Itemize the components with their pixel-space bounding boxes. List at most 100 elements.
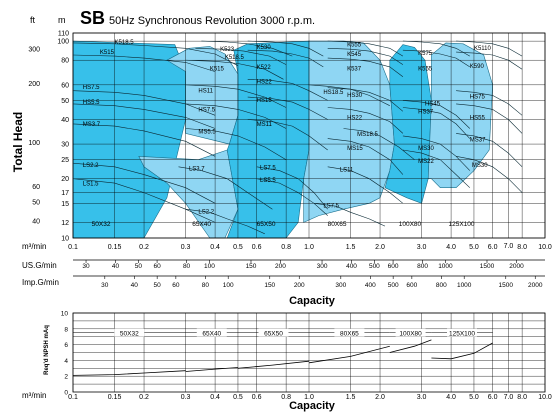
model-label: HS30 <box>347 93 363 99</box>
curve-k515 <box>72 54 216 72</box>
model-label: MS22 <box>418 159 434 165</box>
us-gal-tick-label: 50 <box>135 263 143 270</box>
model-label: HS37 <box>418 109 434 115</box>
x-tick-label: 0.3 <box>181 244 191 251</box>
curve-ms11 <box>247 119 328 151</box>
curve-ms3.7 <box>72 123 216 157</box>
zone-label: 125X100 <box>448 221 474 228</box>
npsh-curve-65x40 <box>185 367 239 372</box>
y-m-tick-label: 100 <box>57 39 69 46</box>
us-gal-tick-label: 1500 <box>480 263 495 270</box>
model-label: MS15 <box>347 146 363 152</box>
curve-ls7.5 <box>313 203 386 227</box>
model-label: MS3.7 <box>83 122 101 128</box>
curve-k5110 <box>456 40 523 57</box>
unit-m-label: m <box>58 15 66 25</box>
model-label: K522 <box>257 65 272 71</box>
model-label: LS3.7 <box>189 167 205 173</box>
curve-ls2.2 <box>72 162 216 204</box>
y-ft-tick-label: 60 <box>32 184 40 191</box>
model-label: K537 <box>347 66 362 72</box>
model-label: HS15 <box>257 98 273 104</box>
zone-65x50 <box>226 40 310 239</box>
model-label: HS45 <box>425 102 441 108</box>
curve-labels: 50X32 65X40 65X50 80X65 100X80 125X100K518.5K… <box>83 40 492 228</box>
curve-k530 <box>247 40 324 57</box>
model-label: MS5.5 <box>198 129 216 135</box>
npsh-y-tick-label: 10 <box>61 311 69 318</box>
curve-k537 <box>327 57 404 77</box>
model-label: MS30 <box>472 163 488 169</box>
npsh-band-label-bg <box>395 328 426 337</box>
x-tick-label: 7.0 <box>504 243 514 250</box>
npsh-band-label-bg <box>114 328 145 337</box>
npsh-x-tick-label: 1.5 <box>346 394 356 401</box>
model-label: K590 <box>470 64 485 70</box>
curve-k518.5 <box>72 42 239 66</box>
x-tick-label: 6.0 <box>488 244 498 251</box>
npsh-curve-50x32 <box>72 370 186 376</box>
npsh-band-label-bg <box>447 328 478 337</box>
npsh-x-tick-label: 0.1 <box>68 394 78 401</box>
npsh-x-tick-label: 4.0 <box>446 394 456 401</box>
npsh-band-label: 65X40 <box>202 330 221 337</box>
model-label: HS55 <box>470 115 486 121</box>
imp-gal-tick-label: 2000 <box>528 282 543 289</box>
zone-label: 65X50 <box>257 221 276 228</box>
unit-ft-label: ft <box>30 15 36 25</box>
model-label: K575 <box>418 51 433 57</box>
imp-gal-tick-label: 600 <box>406 282 417 289</box>
main-axes: 0.1 0.15 0.2 0.3 0.4 0.5 0.6 0.8 1.0 1.5 2.0 3.0 4.0… <box>28 31 552 290</box>
imp-gal-tick-label: 150 <box>264 282 275 289</box>
npsh-band-label: 125X100 <box>449 330 475 337</box>
npsh-y-tick-label: 4 <box>64 358 68 365</box>
curve-ms37 <box>456 133 523 168</box>
imp-gal-tick-label: 50 <box>154 282 162 289</box>
npsh-frame <box>72 312 546 393</box>
x-tick-label: 4.0 <box>446 244 456 251</box>
us-gal-tick-label: 800 <box>417 263 428 270</box>
imp-gal-tick-label: 200 <box>294 282 305 289</box>
npsh-size-bands: 50X32 65X40 65X50 80X65 100X80 125X100 <box>73 328 493 337</box>
npsh-y-tick-label: 0 <box>64 390 68 397</box>
curve-ms15 <box>327 138 404 175</box>
x-tick-label: 0.15 <box>108 244 122 251</box>
us-gal-tick-label: 100 <box>204 263 215 270</box>
us-gal-tick-label: 30 <box>82 263 90 270</box>
curve-ls5.5 <box>256 178 328 216</box>
model-label: LS1.5 <box>83 181 99 187</box>
npsh-x-tick-label: 0.8 <box>281 394 291 401</box>
us-gal-tick-label: 60 <box>153 263 161 270</box>
us-gal-axis-label: US.G/min <box>22 261 57 270</box>
zone-50x32 <box>72 40 186 239</box>
npsh-band-label: 65X50 <box>264 330 283 337</box>
us-gal-tick-label: 80 <box>183 263 191 270</box>
npsh-x-tick-label: 0.3 <box>181 394 191 401</box>
curve-k518.5 <box>195 48 287 65</box>
chart-subtitle: 50Hz Synchronous Revolution 3000 r.p.m. <box>109 15 315 27</box>
zone-label: 100X80 <box>399 221 422 228</box>
npsh-x-tick-label: 6.0 <box>488 394 498 401</box>
npsh-band-label-bg <box>196 328 227 337</box>
npsh-x-tick-label: 7.0 <box>504 394 514 401</box>
x-tick-label: 8.0 <box>517 244 527 251</box>
imp-gal-tick-label: 400 <box>365 282 376 289</box>
model-label: LS2.2 <box>198 210 214 216</box>
y-m-tick-label: 110 <box>58 31 69 38</box>
curve-k515 <box>185 59 284 80</box>
y-m-tick-label: 40 <box>61 117 69 124</box>
curve-ls1.5 <box>72 178 216 223</box>
model-label: K515 <box>100 50 115 56</box>
curve-ls11 <box>327 166 404 204</box>
imp-gal-tick-label: 100 <box>223 282 234 289</box>
x-axis-unit: m³/min <box>22 242 46 251</box>
y-m-tick-label: 17 <box>61 190 69 197</box>
y-m-tick-label: 80 <box>61 58 69 65</box>
imp-gal-tick-label: 800 <box>436 282 447 289</box>
npsh-x-tick-label: 1.0 <box>304 394 314 401</box>
y-m-tick-label: 60 <box>61 82 69 89</box>
curve-hs30 <box>327 87 404 112</box>
pump-curves <box>72 40 523 235</box>
curve-hs75 <box>456 90 523 116</box>
